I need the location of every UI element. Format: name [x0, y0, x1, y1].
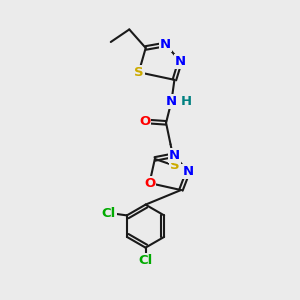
Text: N: N [160, 38, 171, 51]
Text: O: O [144, 177, 155, 190]
Text: H: H [181, 95, 192, 108]
Text: N: N [175, 55, 186, 68]
Text: S: S [170, 159, 180, 172]
Text: S: S [134, 66, 144, 79]
Text: Cl: Cl [102, 207, 116, 220]
Text: O: O [139, 115, 150, 128]
Text: N: N [182, 165, 194, 178]
Text: N: N [166, 95, 177, 108]
Text: N: N [169, 149, 180, 162]
Text: Cl: Cl [138, 254, 153, 267]
